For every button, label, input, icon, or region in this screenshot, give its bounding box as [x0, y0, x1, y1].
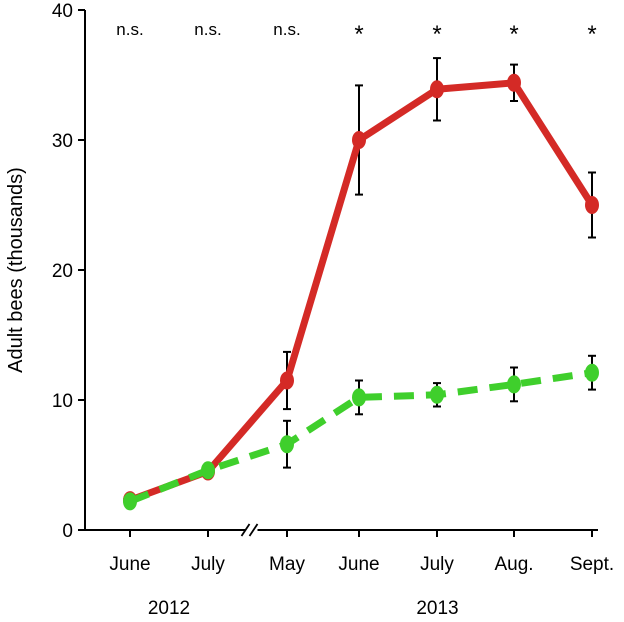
data-point: [585, 196, 599, 214]
data-point: [430, 80, 444, 99]
series-1: [123, 57, 599, 510]
data-point: [507, 375, 521, 394]
series-2: [123, 354, 599, 511]
significance-label: n.s.: [194, 20, 221, 39]
data-point: [201, 461, 215, 480]
axis-break-mark-left: [240, 523, 251, 537]
significance-label: *: [509, 21, 518, 48]
x-tick-labels: June July May June July Aug. Sept.: [109, 554, 614, 575]
year-label: 2012: [148, 598, 190, 619]
year-label: 2013: [416, 598, 458, 619]
x-tick-label: June: [338, 554, 379, 575]
axis-break-mark-right: [248, 523, 259, 537]
axes: [78, 9, 598, 537]
x-tick-label: July: [420, 554, 454, 575]
significance-label: n.s.: [273, 20, 300, 39]
series-layer: [123, 57, 599, 511]
significance-label: *: [587, 21, 596, 48]
data-point: [280, 371, 294, 390]
significance-label: n.s.: [116, 20, 143, 39]
significance-labels: n.s. n.s. n.s. * * * *: [116, 20, 596, 48]
x-tick-label: May: [269, 554, 305, 575]
data-point: [430, 385, 444, 404]
x-tick-label: June: [109, 554, 150, 575]
y-tick-label: 40: [52, 1, 73, 22]
y-axis-title: Adult bees (thousands): [5, 167, 27, 373]
significance-label: *: [354, 21, 363, 48]
data-point: [123, 492, 137, 511]
y-tick-label: 30: [52, 131, 73, 152]
data-point: [507, 73, 521, 92]
year-labels: 2012 2013: [148, 598, 459, 619]
x-tick-label: Sept.: [570, 554, 614, 575]
x-tick-label: Aug.: [494, 554, 533, 575]
data-point: [280, 435, 294, 454]
significance-label: *: [432, 21, 441, 48]
y-tick-labels: 0 10 20 30 40: [52, 1, 73, 542]
data-point: [352, 131, 366, 149]
data-point: [352, 388, 366, 407]
y-tick-label: 0: [62, 521, 73, 542]
x-tick-label: July: [191, 554, 225, 575]
y-tick-label: 20: [52, 261, 73, 282]
data-point: [585, 363, 599, 382]
y-tick-label: 10: [52, 391, 73, 412]
